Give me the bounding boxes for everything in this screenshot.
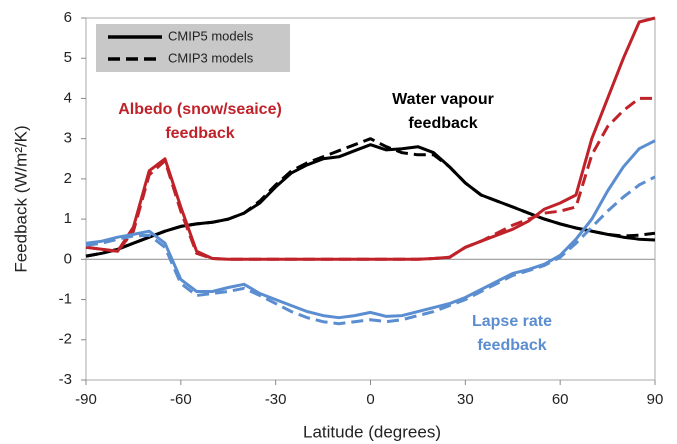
y-tick-label: 6 bbox=[64, 9, 72, 26]
annotation: Lapse rate bbox=[472, 313, 552, 330]
x-tick-label: -90 bbox=[75, 391, 97, 408]
x-tick-label: 60 bbox=[552, 391, 569, 408]
x-tick-label: -30 bbox=[265, 391, 287, 408]
feedback-line bbox=[85, 96, 655, 261]
x-tick-label: 0 bbox=[366, 391, 374, 408]
feedback-line bbox=[85, 137, 656, 258]
x-axis-label: Latitude (degrees) bbox=[303, 422, 441, 441]
x-tick-label: 30 bbox=[457, 391, 474, 408]
legend-label: CMIP5 models bbox=[168, 28, 254, 43]
y-tick-label: -2 bbox=[59, 331, 72, 348]
annotation: feedback bbox=[408, 115, 477, 132]
y-tick-label: -3 bbox=[59, 371, 72, 388]
annotation: feedback bbox=[477, 337, 546, 354]
x-tick-label: 90 bbox=[647, 391, 664, 408]
legend-box bbox=[96, 24, 290, 72]
annotation: feedback bbox=[165, 125, 234, 142]
feedback-line bbox=[85, 175, 656, 326]
y-tick-label: 4 bbox=[64, 89, 72, 106]
y-axis-label: Feedback (W/m²/K) bbox=[11, 125, 30, 272]
y-tick-label: -1 bbox=[59, 291, 72, 308]
annotation: Water vapour bbox=[392, 91, 494, 108]
y-tick-label: 1 bbox=[64, 210, 72, 227]
y-tick-label: 3 bbox=[64, 130, 72, 147]
y-tick-label: 0 bbox=[64, 250, 72, 267]
x-tick-label: -60 bbox=[170, 391, 192, 408]
y-tick-label: 5 bbox=[64, 49, 72, 66]
y-tick-label: 2 bbox=[64, 170, 72, 187]
legend-label: CMIP3 models bbox=[168, 50, 254, 65]
annotation: Albedo (snow/seaice) bbox=[118, 101, 282, 118]
